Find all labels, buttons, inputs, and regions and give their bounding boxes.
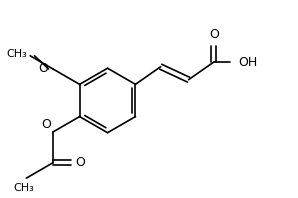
Text: O: O (42, 118, 52, 130)
Text: OH: OH (238, 56, 257, 69)
Text: O: O (39, 62, 49, 75)
Text: CH₃: CH₃ (13, 183, 34, 192)
Text: O: O (75, 156, 85, 169)
Text: CH₃: CH₃ (7, 49, 27, 59)
Text: O: O (209, 28, 219, 41)
